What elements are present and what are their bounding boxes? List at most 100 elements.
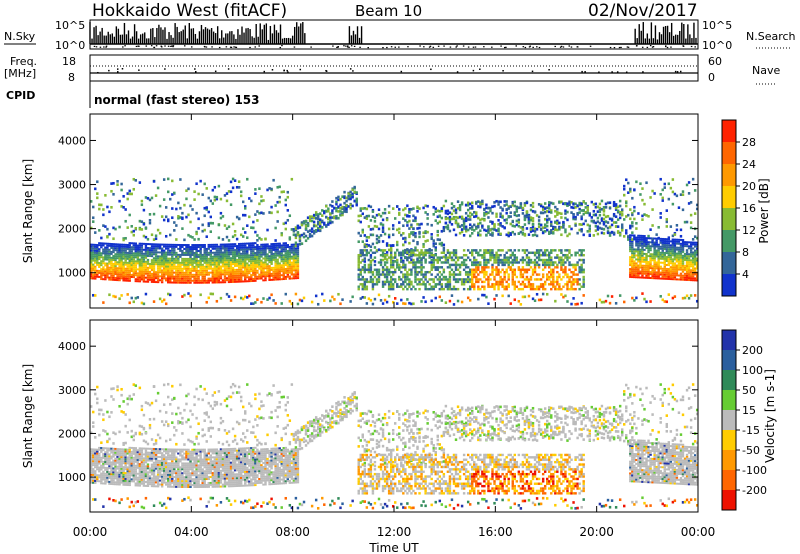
nsearch-dot [570, 46, 573, 48]
power-cell [223, 251, 227, 254]
power-cell [229, 279, 233, 282]
power-cell [242, 254, 245, 257]
power-cell [531, 219, 535, 223]
power-cell [298, 226, 302, 229]
power-cell [207, 273, 210, 276]
power-cell [501, 268, 504, 271]
power-cell [160, 279, 164, 282]
power-cell [116, 261, 119, 264]
power-cell [158, 279, 162, 282]
power-cell [562, 226, 565, 229]
power-cell [217, 279, 221, 282]
power-cell [635, 270, 638, 273]
power-cell [554, 280, 557, 284]
power-cell [262, 253, 265, 256]
power-cell [177, 267, 180, 270]
power-cell [351, 195, 354, 199]
power-cell [248, 197, 251, 200]
power-cell [205, 279, 208, 282]
power-cell [221, 255, 225, 258]
power-cell [98, 269, 101, 272]
power-cell [345, 210, 348, 214]
power-cell [197, 261, 200, 264]
power-cell [406, 278, 409, 281]
power-cell [550, 263, 553, 267]
power-cell [643, 266, 646, 269]
power-cell [262, 273, 265, 276]
power-cell [633, 270, 636, 273]
power-cell [434, 268, 437, 271]
power-cell [278, 274, 281, 277]
nsearch-dot [626, 46, 629, 48]
power-cell [94, 265, 97, 268]
power-cell [282, 244, 285, 247]
power-cell [280, 252, 283, 255]
power-cell [223, 259, 227, 262]
power-cell [225, 279, 229, 282]
power-cell [286, 253, 290, 256]
power-cell [140, 254, 144, 257]
power-cell [491, 231, 494, 235]
power-cell [90, 275, 93, 278]
power-cell [183, 279, 186, 282]
power-cell [487, 206, 490, 210]
power-cell [199, 267, 202, 270]
power-cell [357, 285, 360, 288]
power-cell [507, 283, 510, 286]
power-cell [499, 280, 502, 284]
power-cell [424, 261, 427, 264]
power-cell [489, 273, 492, 276]
power-cell [525, 261, 529, 264]
power-cell [229, 253, 233, 256]
power-cell [164, 245, 168, 248]
power-cell [223, 245, 227, 248]
power-cell [560, 200, 563, 204]
power-cell [558, 226, 561, 230]
power-cell [156, 243, 160, 246]
power-cell [564, 283, 567, 286]
power-cell [195, 263, 198, 266]
freq-dot [117, 71, 119, 73]
power-cell [627, 235, 630, 238]
power-cell [132, 258, 135, 261]
power-cell [635, 276, 638, 279]
power-cell [477, 233, 480, 237]
power-cell [282, 258, 285, 261]
power-cell [404, 266, 407, 269]
power-cell [525, 278, 529, 281]
power-cell [225, 251, 229, 254]
power-cell [507, 266, 510, 269]
power-cell [179, 245, 182, 248]
power-cell [173, 277, 176, 280]
power-cell [637, 246, 640, 249]
power-cell [377, 213, 381, 216]
power-cell [219, 261, 223, 264]
power-cell [499, 275, 502, 279]
power-cell [179, 277, 182, 280]
power-cell [292, 243, 296, 246]
power-cell [282, 246, 285, 249]
power-cell [363, 270, 367, 274]
power-cell [535, 285, 539, 288]
power-cell [497, 203, 500, 206]
power-cell [531, 251, 535, 254]
power-cell [252, 264, 255, 267]
power-cell [383, 211, 387, 215]
nsearch-dot [95, 46, 98, 48]
power-cell [223, 265, 227, 268]
power-cell [280, 274, 283, 277]
power-cell [223, 224, 227, 227]
power-cell [171, 179, 174, 183]
power-cell [167, 257, 170, 260]
power-cell [363, 287, 367, 291]
power-cell [252, 258, 255, 261]
power-cell [550, 258, 553, 262]
power-cell [116, 249, 119, 252]
power-cell [169, 267, 172, 270]
power-cell [106, 268, 109, 271]
power-cell [229, 263, 233, 266]
power-cell [207, 210, 210, 214]
power-cell [231, 276, 235, 279]
power-cell [160, 259, 164, 262]
power-cell [250, 244, 253, 247]
